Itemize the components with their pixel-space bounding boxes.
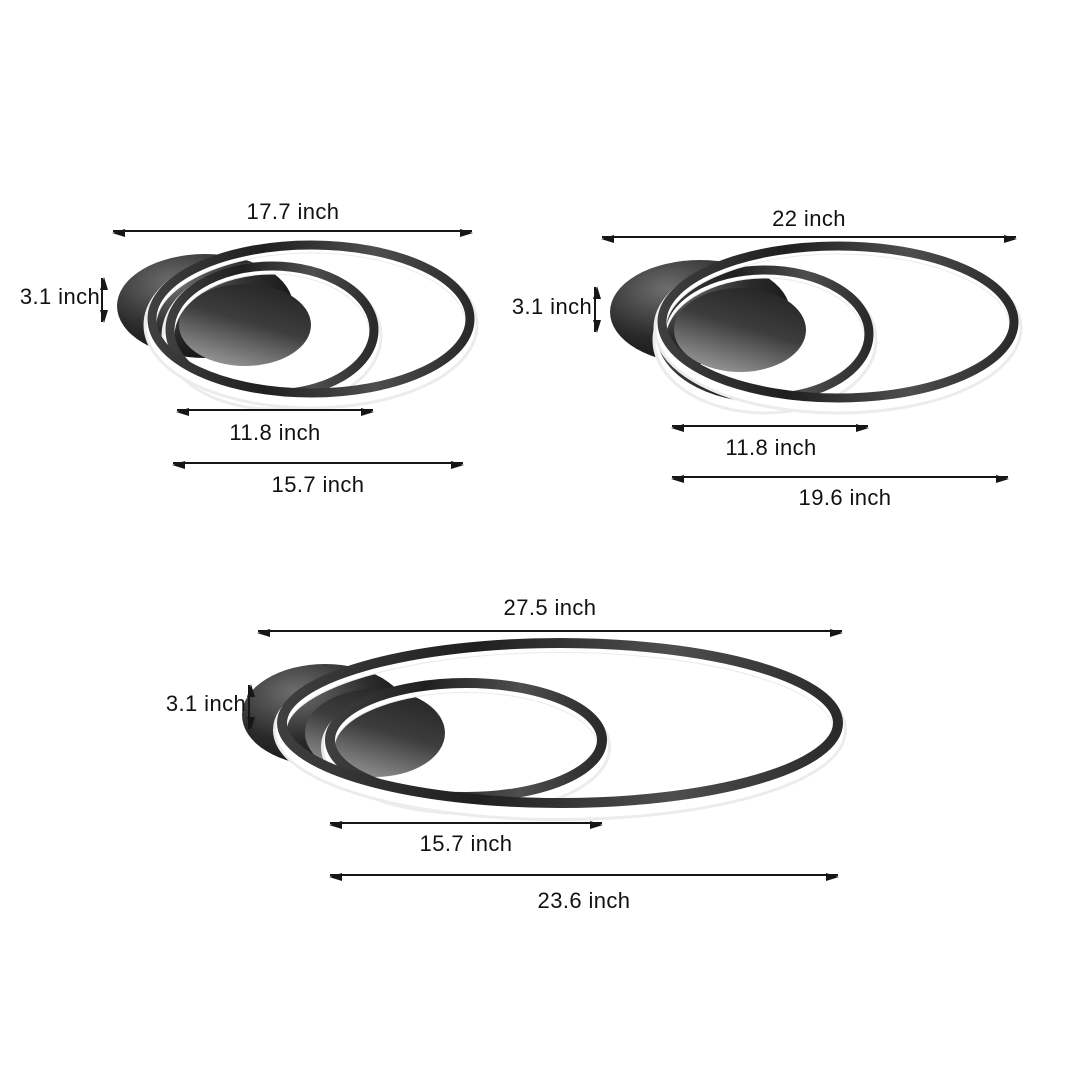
outer-light-ring	[653, 241, 1023, 415]
outer-ring-dimension-label: 23.6 inch	[537, 888, 631, 913]
width-dimension-arrow	[601, 234, 1017, 243]
canopy-dome	[179, 284, 311, 366]
width-dimension-label: 22 inch	[772, 206, 846, 231]
height-dimension-arrow	[246, 684, 255, 730]
inner-ring-dimension-label: 15.7 inch	[419, 831, 513, 856]
outer-ring-dimension-arrow	[329, 872, 839, 881]
inner-ring-dimension-arrow	[329, 820, 603, 829]
outer-ring-dimension-arrow	[671, 474, 1009, 483]
inner-ring-dimension-label: 11.8 inch	[725, 435, 817, 460]
outer-light-ring	[273, 638, 847, 821]
height-dimension-arrow	[99, 277, 108, 323]
height-dimension-arrow	[592, 286, 601, 333]
height-dimension-label: 3.1 inch	[165, 691, 247, 716]
width-dimension-label: 27.5 inch	[503, 595, 597, 620]
outer-ring-dimension-arrow	[172, 460, 464, 469]
width-dimension-arrow	[112, 228, 473, 237]
inner-ring-dimension-arrow	[671, 423, 869, 432]
height-dimension-label: 3.1 inch	[511, 294, 593, 319]
outer-ring-dimension-label: 15.7 inch	[271, 472, 365, 497]
outer-ring-dimension-label: 19.6 inch	[798, 485, 892, 510]
height-dimension-label: 3.1 inch	[19, 284, 101, 309]
lamp-photo-large	[242, 638, 847, 821]
inner-ring-dimension-label: 11.8 inch	[229, 420, 321, 445]
width-dimension-label: 17.7 inch	[246, 199, 340, 224]
outer-light-ring	[143, 240, 479, 410]
inner-ring-dimension-arrow	[176, 407, 374, 416]
lamp-photo-medium	[610, 241, 1023, 415]
canopy-dome	[674, 288, 806, 372]
lamp-photo-small	[117, 240, 479, 411]
width-dimension-arrow	[257, 628, 843, 637]
